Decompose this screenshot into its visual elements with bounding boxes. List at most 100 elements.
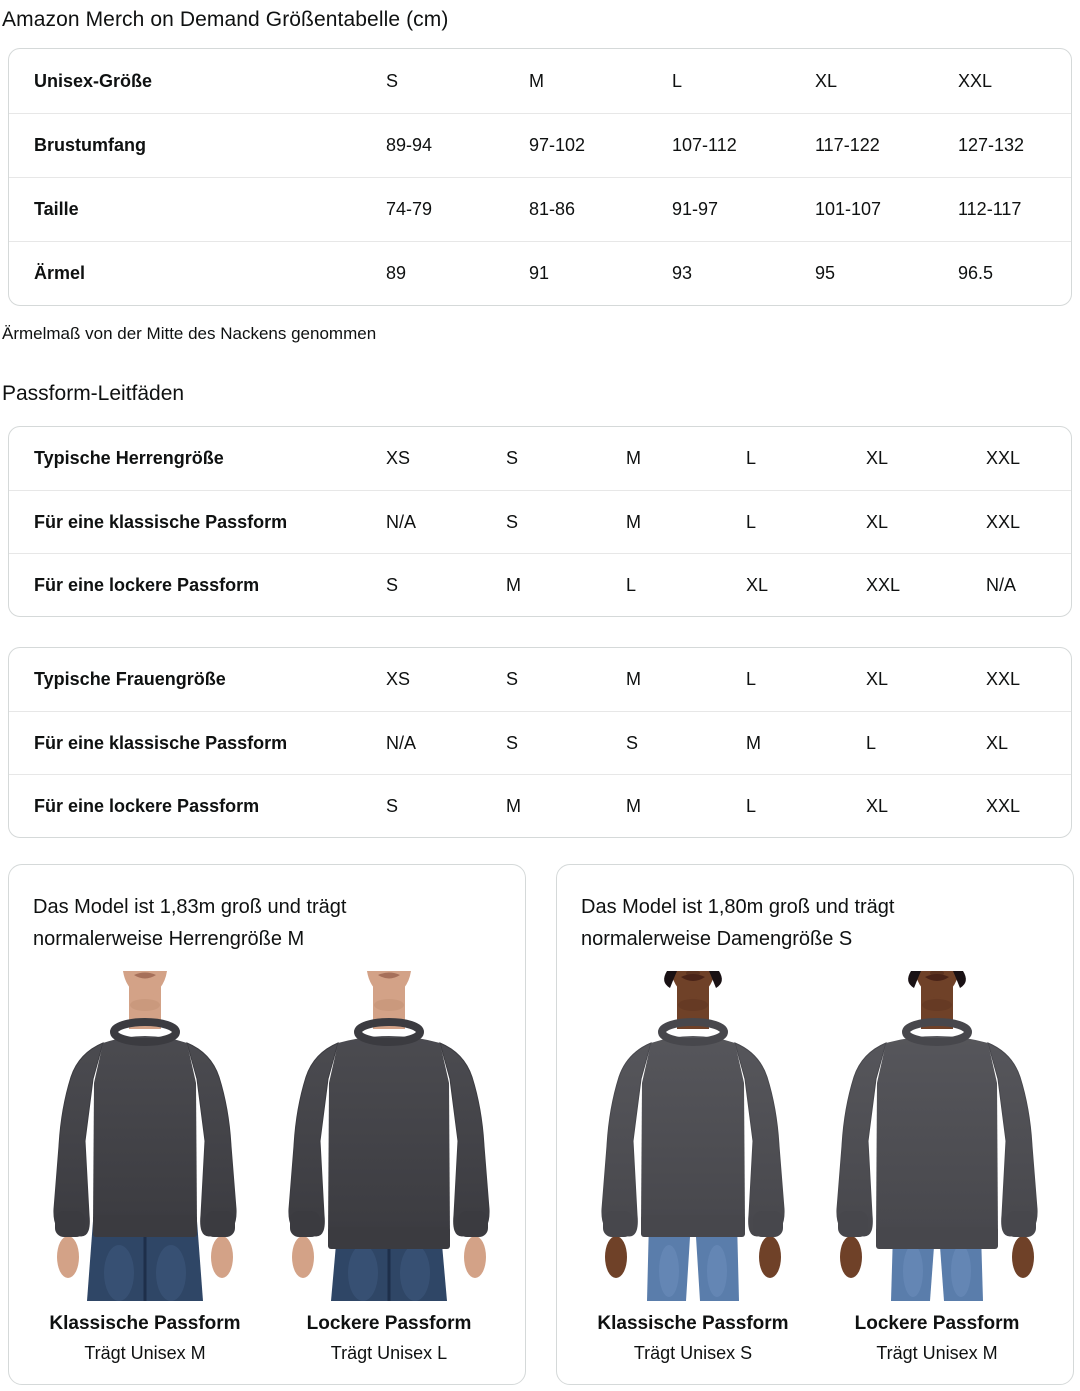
cell: XS — [386, 669, 411, 689]
male-model-classic-fit-photo — [33, 971, 257, 1301]
table-row: Für eine klassische Passform N/A S M L X… — [9, 490, 1071, 553]
cell: 95 — [815, 263, 836, 283]
unisex-size-table: Unisex-Größe S M L XL XXL Brustumfang 89… — [8, 48, 1072, 306]
table-row: Typische Herrengröße XS S M L XL XXL — [9, 427, 1071, 490]
cell: N/A — [386, 732, 417, 753]
table-row: Brustumfang 89-94 97-102 107-112 117-122… — [9, 113, 1071, 177]
cell: S — [386, 795, 399, 816]
page-title: Amazon Merch on Demand Größentabelle (cm… — [2, 8, 449, 31]
row-label: Für eine klassische Passform — [34, 511, 288, 532]
male-model-loose-fit-photo — [277, 971, 501, 1301]
size-header-cell: XL — [815, 70, 838, 91]
size-header-cell: L — [672, 70, 683, 91]
cell: S — [506, 669, 519, 689]
fit-caption: Klassische Passform — [597, 1313, 789, 1334]
cell: L — [746, 795, 757, 816]
cell: XXL — [986, 448, 1021, 468]
row-label: Für eine klassische Passform — [34, 732, 288, 753]
cell: S — [506, 732, 519, 753]
row-label: Für eine lockere Passform — [34, 574, 260, 595]
size-caption: Trägt Unisex M — [876, 1343, 998, 1363]
figure-loose-fit: Lockere Passform Trägt Unisex M — [825, 971, 1049, 1364]
cell: XL — [866, 669, 889, 689]
female-model-classic-fit-photo — [581, 971, 805, 1301]
fit-caption: Lockere Passform — [306, 1313, 472, 1334]
size-header-cell: XXL — [958, 70, 993, 91]
row-label: Brustumfang — [34, 135, 146, 155]
cell: XXL — [986, 669, 1021, 689]
fit-caption: Klassische Passform — [49, 1313, 241, 1334]
table-row: Für eine lockere Passform S M M L XL XXL — [9, 774, 1071, 837]
figure-loose-fit: Lockere Passform Trägt Unisex L — [277, 971, 501, 1364]
womens-fit-table: Typische Frauengröße XS S M L XL XXL Für… — [8, 647, 1072, 838]
cell: 91-97 — [672, 199, 719, 219]
cell: XS — [386, 448, 411, 468]
size-caption: Trägt Unisex M — [84, 1343, 206, 1363]
cell: M — [626, 511, 641, 532]
cell: XL — [746, 574, 769, 595]
cell: XL — [986, 732, 1009, 753]
cell: 96.5 — [958, 263, 994, 283]
cell: N/A — [386, 511, 417, 532]
row-label: Taille — [34, 199, 79, 219]
cell: M — [626, 669, 641, 689]
model-description: Das Model ist 1,80m groß und trägt norma… — [581, 896, 895, 950]
table-row: Für eine lockere Passform S M L XL XXL N… — [9, 553, 1071, 616]
table-row: Ärmel 89 91 93 95 96.5 — [9, 241, 1071, 305]
cell: XXL — [866, 574, 901, 595]
figures-row: Klassische Passform Trägt Unisex M Locke… — [33, 971, 501, 1364]
fit-caption: Lockere Passform — [854, 1313, 1020, 1334]
cell: 89-94 — [386, 135, 433, 155]
table-header-row: Unisex-Größe S M L XL XXL — [9, 49, 1071, 113]
mens-fit-table: Typische Herrengröße XS S M L XL XXL Für… — [8, 426, 1072, 617]
cell: S — [506, 511, 519, 532]
cell: 107-112 — [672, 135, 737, 155]
cell: XXL — [986, 511, 1021, 532]
cell: L — [746, 511, 757, 532]
row-label: Typische Herrengröße — [34, 448, 224, 468]
table-row: Für eine klassische Passform N/A S S M L… — [9, 711, 1071, 774]
row-label: Typische Frauengröße — [34, 669, 226, 689]
row-label: Ärmel — [34, 263, 86, 283]
cell: S — [506, 448, 519, 468]
figure-classic-fit: Klassische Passform Trägt Unisex S — [581, 971, 805, 1364]
size-header-cell: S — [386, 70, 399, 91]
cell: S — [386, 574, 399, 595]
cell: 112-117 — [958, 199, 1022, 219]
cell: 93 — [672, 263, 693, 283]
cell: M — [626, 795, 641, 816]
male-model-card: Das Model ist 1,83m groß und trägt norma… — [8, 864, 526, 1385]
cell: L — [746, 448, 757, 468]
female-model-card: Das Model ist 1,80m groß und trägt norma… — [556, 864, 1074, 1385]
cell: N/A — [986, 574, 1017, 595]
row-label: Unisex-Größe — [34, 70, 153, 91]
cell: L — [746, 669, 757, 689]
cell: L — [626, 574, 637, 595]
figures-row: Klassische Passform Trägt Unisex S — [581, 971, 1049, 1364]
cell: S — [626, 732, 639, 753]
table-row: Typische Frauengröße XS S M L XL XXL — [9, 648, 1071, 711]
fit-guides-heading: Passform-Leitfäden — [2, 382, 185, 405]
cell: M — [506, 795, 521, 816]
cell: 74-79 — [386, 199, 433, 219]
model-description: Das Model ist 1,83m groß und trägt norma… — [33, 896, 347, 950]
cell: M — [626, 448, 641, 468]
cell: 89 — [386, 263, 407, 283]
cell: XL — [866, 448, 889, 468]
sleeve-measure-note: Ärmelmaß von der Mitte des Nackens genom… — [2, 324, 377, 343]
female-model-loose-fit-photo — [825, 971, 1049, 1301]
figure-classic-fit: Klassische Passform Trägt Unisex M — [33, 971, 257, 1364]
cell: 117-122 — [815, 135, 880, 155]
table-row: Taille 74-79 81-86 91-97 101-107 112-117 — [9, 177, 1071, 241]
cell: XL — [866, 511, 889, 532]
cell: 91 — [529, 263, 550, 283]
cell: XXL — [986, 795, 1021, 816]
cell: M — [506, 574, 521, 595]
size-caption: Trägt Unisex S — [633, 1343, 753, 1363]
cell: XL — [866, 795, 889, 816]
row-label: Für eine lockere Passform — [34, 795, 260, 816]
model-cards: Das Model ist 1,83m groß und trägt norma… — [8, 864, 1074, 1385]
cell: 97-102 — [529, 135, 586, 155]
cell: 81-86 — [529, 199, 576, 219]
